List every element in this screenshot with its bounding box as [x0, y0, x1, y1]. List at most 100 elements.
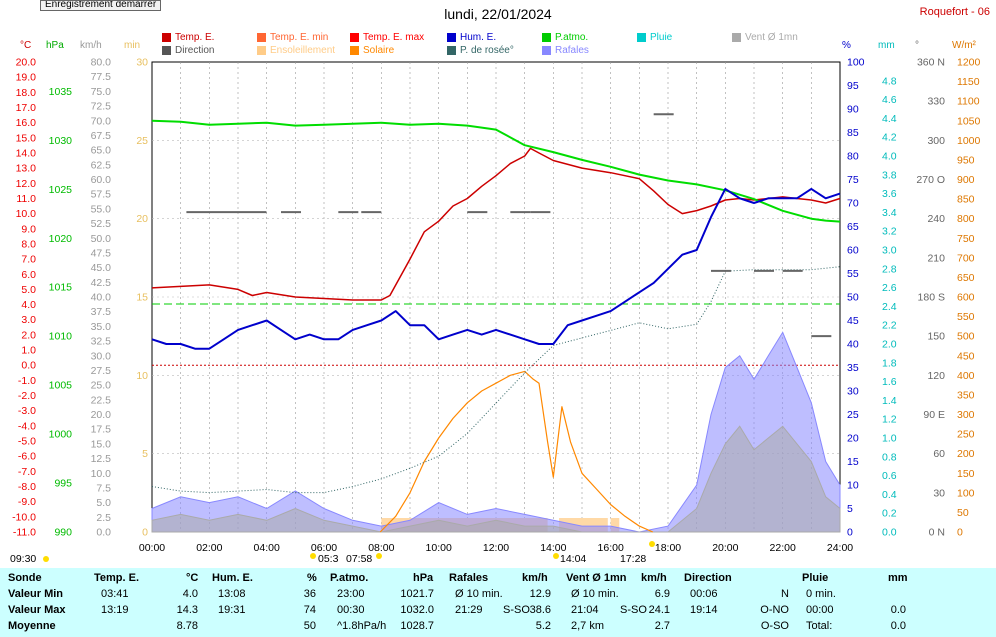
tick-solar: 350 [957, 389, 975, 401]
tick-temp: 0.0 [21, 360, 36, 372]
tick-rain: 1.6 [882, 376, 897, 388]
tick-temp: -7.0 [18, 466, 36, 478]
weather-chart: 20.0 19.0 18.0 17.0 16.0 15.0 14.0 13.0 12.0 11.0… [10, 57, 981, 566]
tick-direction: 210 [927, 252, 945, 264]
tick-solar: 950 [957, 154, 975, 166]
stats-cell-pluie-time: Total: [806, 620, 833, 632]
legend-label: Temp. E. max [363, 32, 425, 43]
tick-solar: 650 [957, 272, 975, 284]
tick-temp: 19.0 [16, 72, 37, 84]
tick-pressure: 1025 [49, 184, 73, 196]
tick-rain: 0.4 [882, 489, 897, 501]
tick-solar: 0 [957, 527, 963, 539]
tick-wind: 80.0 [91, 57, 112, 69]
tick-solar: 600 [957, 292, 975, 304]
legend-swatch [542, 33, 551, 42]
tick-temp: 17.0 [16, 102, 37, 114]
stats-cell-raf-time: Ø 10 min. [455, 588, 503, 600]
legend-item: Temp. E. min [257, 32, 328, 43]
tick-rain: 4.2 [882, 132, 897, 144]
tick-wind: 57.5 [91, 189, 112, 201]
stats-cell-dir-time: 00:06 [690, 588, 718, 600]
station-name: Roquefort - 06 [919, 6, 990, 18]
tick-humidity: 70 [847, 198, 859, 210]
tick-wind: 27.5 [91, 365, 112, 377]
tick-humidity: 45 [847, 315, 859, 327]
sun-marker-dot [553, 553, 559, 559]
tick-pressure: 1005 [49, 380, 73, 392]
stats-cell-vent-val: 24.1 [648, 604, 670, 616]
tick-wind: 2.5 [96, 512, 111, 524]
tick-wind: 47.5 [91, 247, 112, 259]
tick-humidity: 15 [847, 456, 859, 468]
sun-marker: 17:28 [620, 553, 646, 565]
legend-item: Temp. E. [162, 32, 214, 43]
tick-temp: 16.0 [16, 117, 37, 129]
tick-direction: 0 N [929, 527, 945, 539]
legend-label: Pluie [650, 32, 673, 43]
tick-temp: -4.0 [18, 420, 36, 432]
sun-marker: 14:04 [560, 553, 586, 565]
tick-temp: -9.0 [18, 496, 36, 508]
tick-temp: 18.0 [16, 87, 37, 99]
stats-header-hum-unit: % [307, 572, 317, 584]
tick-x: 18:00 [655, 542, 681, 554]
legend-swatch [350, 46, 359, 55]
tick-pressure: 1010 [49, 331, 73, 343]
stats-header-pluie: Pluie [802, 572, 829, 584]
tick-wind: 22.5 [91, 394, 112, 406]
tick-rain: 2.8 [882, 263, 897, 275]
legend-label: Direction [175, 45, 215, 56]
tick-pressure: 1020 [49, 233, 73, 245]
tick-rain: 2.2 [882, 320, 897, 332]
stats-cell-raf-val: 5.2 [535, 620, 551, 632]
legend-swatch [732, 33, 741, 42]
tick-wind: 15.0 [91, 438, 112, 450]
tick-wind: 35.0 [91, 321, 112, 333]
record-start-button[interactable]: Enregistrement démarrer [40, 0, 162, 11]
tick-wind: 25.0 [91, 380, 112, 392]
tick-pressure: 1035 [49, 86, 73, 98]
tick-solar: 300 [957, 409, 975, 421]
tick-solar: 1050 [957, 115, 981, 127]
legend-label: Rafales [555, 45, 589, 56]
sun-marker-dot [43, 556, 49, 562]
unit-temp: °C [20, 40, 32, 51]
tick-x: 02:00 [196, 542, 222, 554]
stats-table: Sonde Temp. E. °C Hum. E. % P.atmo. hPa … [0, 568, 996, 637]
tick-x: 16:00 [598, 542, 624, 554]
legend-swatch [447, 46, 456, 55]
tick-humidity: 75 [847, 174, 859, 186]
legend-item: Pluie [637, 32, 672, 43]
stats-cell-hum-val: 74 [303, 604, 316, 616]
legend-item: Rafales [542, 45, 589, 56]
tick-rain: 0.0 [882, 527, 897, 539]
sun-marker-dot [310, 553, 316, 559]
tick-temp: -1.0 [18, 375, 36, 387]
tick-solar: 750 [957, 233, 975, 245]
stats-header-temp: Temp. E. [94, 572, 140, 584]
legend-swatch [162, 46, 171, 55]
tick-temp: 13.0 [16, 163, 37, 175]
tick-temp: 12.0 [16, 178, 37, 190]
tick-temp: -6.0 [18, 451, 36, 463]
tick-sun: 30 [136, 57, 148, 69]
tick-sun: 15 [136, 292, 148, 304]
tick-temp: 4.0 [21, 299, 36, 311]
tick-pressure: 1015 [49, 282, 73, 294]
series-hum-e- [151, 187, 841, 350]
stats-cell-vent-dir: S-SO [620, 604, 647, 616]
tick-direction: 240 [927, 213, 945, 225]
stats-cell-temp-val: 14.3 [176, 604, 198, 616]
tick-direction: 60 [933, 448, 945, 460]
unit-kmh: km/h [80, 40, 102, 51]
tick-wind: 5.0 [96, 497, 111, 509]
tick-wind: 7.5 [96, 482, 111, 494]
stats-header-patmo-unit: hPa [413, 572, 434, 584]
stats-cell-pluie-val: 0.0 [890, 620, 906, 632]
stats-cell-raf-val: 12.9 [529, 588, 551, 600]
stats-cell-dir-val: O-SO [760, 620, 789, 632]
tick-rain: 4.8 [882, 75, 897, 87]
tick-humidity: 20 [847, 433, 859, 445]
stats-cell-pluie-time: 0 min. [806, 588, 836, 600]
